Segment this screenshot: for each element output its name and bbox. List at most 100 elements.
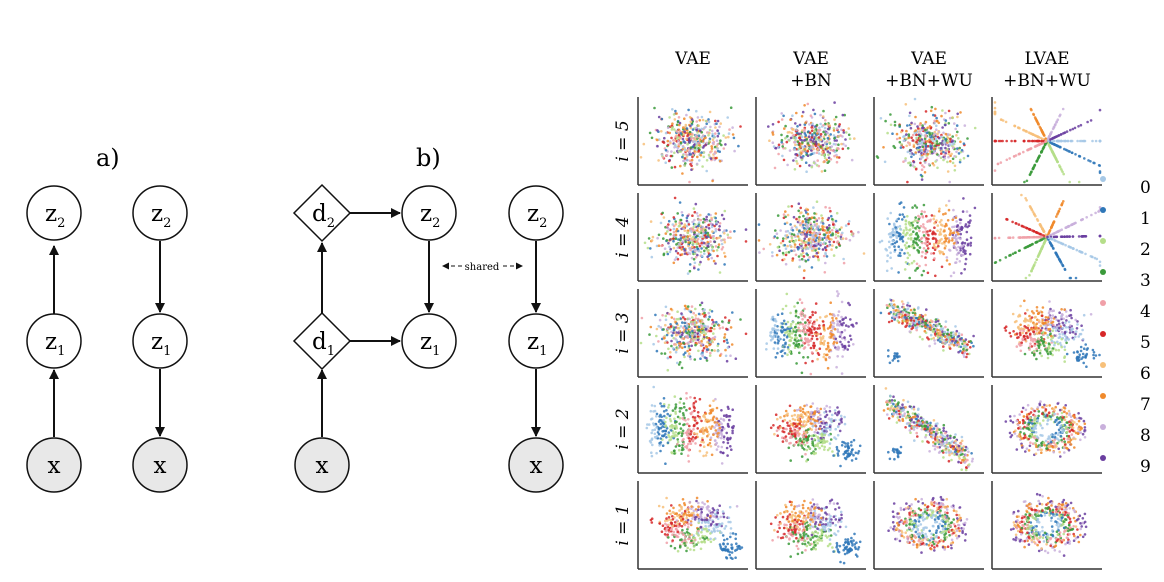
- scatter-point: [938, 331, 942, 335]
- scatter-point: [883, 160, 887, 164]
- scatter-point: [789, 223, 792, 226]
- scatter-point: [790, 336, 794, 340]
- scatter-point: [909, 164, 912, 167]
- scatter-point: [912, 145, 916, 148]
- scatter-point: [793, 346, 797, 350]
- scatter-point: [781, 142, 785, 146]
- scatter-point: [700, 247, 703, 250]
- scatter-point: [907, 263, 911, 266]
- scatter-point: [847, 222, 850, 226]
- scatter-point: [846, 147, 850, 150]
- scatter-point: [688, 132, 692, 136]
- scatter-point: [936, 319, 940, 323]
- scatter-point: [1017, 315, 1020, 318]
- scatter-point: [809, 233, 812, 237]
- scatter-point: [690, 168, 693, 171]
- scatter-point: [677, 363, 681, 366]
- scatter-point: [906, 141, 910, 144]
- scatter-point: [669, 247, 672, 251]
- scatter-point: [1086, 347, 1089, 350]
- scatter-point: [802, 347, 806, 350]
- scatter-point: [794, 309, 798, 313]
- scatter-point: [813, 112, 817, 116]
- scatter-point: [1050, 321, 1053, 325]
- scatter-point: [957, 343, 961, 346]
- scatter-point: [718, 236, 721, 239]
- scatter-point: [844, 224, 848, 227]
- scatter-point: [798, 258, 802, 262]
- scatter-point: [773, 341, 777, 344]
- scatter-point: [906, 215, 909, 218]
- scatter-point: [776, 313, 780, 317]
- scatter-point: [798, 164, 802, 168]
- scatter-point: [678, 246, 682, 249]
- scatter-point: [806, 154, 810, 157]
- scatter-point: [776, 325, 779, 328]
- scatter-point: [707, 227, 711, 230]
- scatter-point: [1057, 229, 1061, 233]
- scatter-point: [1098, 260, 1102, 264]
- scatter-point: [1035, 258, 1038, 261]
- scatter-point: [925, 157, 929, 160]
- scatter-point: [1027, 236, 1031, 239]
- scatter-points: [643, 196, 748, 275]
- scatter-point: [693, 246, 696, 249]
- scatter-point: [826, 131, 829, 135]
- scatter-point: [680, 312, 683, 315]
- scatter-point: [793, 243, 797, 246]
- scatter-point: [780, 349, 784, 353]
- scatter-point: [921, 126, 924, 130]
- scatter-point: [688, 159, 692, 162]
- scatter-point: [817, 143, 820, 146]
- row-header: i = 2: [613, 408, 633, 449]
- scatter-point: [807, 333, 811, 337]
- scatter-point: [715, 320, 718, 324]
- scatter-point: [656, 236, 659, 240]
- scatter-point: [936, 324, 939, 327]
- scatter-point: [1038, 125, 1042, 129]
- scatter-point: [1054, 329, 1058, 332]
- scatter-point: [921, 320, 924, 323]
- scatter-point: [1084, 343, 1087, 346]
- scatter-point: [781, 154, 784, 158]
- scatter-point: [1046, 316, 1050, 319]
- scatter-point: [896, 315, 899, 319]
- scatter-point: [959, 221, 962, 225]
- scatter-point: [791, 259, 794, 262]
- scatter-point: [1056, 340, 1059, 344]
- scatter-point: [815, 227, 818, 231]
- scatter-point: [715, 249, 719, 252]
- scatter-point: [895, 236, 899, 240]
- scatter-point: [713, 224, 716, 228]
- scatter-point: [664, 318, 668, 322]
- scatter-point: [962, 253, 965, 257]
- scatter-point: [827, 244, 831, 248]
- scatter-point: [967, 220, 970, 224]
- scatter-point: [696, 253, 699, 257]
- scatter-point: [930, 105, 934, 109]
- scatter-point: [666, 331, 670, 335]
- scatter-point: [695, 148, 698, 151]
- scatter-point: [780, 133, 783, 137]
- scatter-point: [1098, 171, 1102, 175]
- scatter-point: [696, 317, 700, 321]
- scatter-point: [816, 225, 819, 228]
- scatter-point: [960, 245, 963, 248]
- scatter-point: [799, 253, 803, 256]
- scatter-point: [902, 215, 906, 219]
- scatter-point: [1064, 321, 1067, 325]
- scatter-point: [703, 315, 706, 318]
- scatter-points: [767, 101, 856, 173]
- scatter-point: [913, 219, 917, 222]
- scatter-point: [667, 227, 671, 231]
- scatter-point: [1017, 325, 1020, 329]
- scatter-point: [892, 305, 895, 309]
- scatter-point: [1017, 236, 1020, 239]
- scatter-point: [914, 151, 917, 154]
- scatter-point: [841, 113, 845, 117]
- scatter-point: [1047, 342, 1051, 345]
- scatter-point: [1089, 254, 1093, 258]
- scatter-point: [909, 322, 912, 326]
- scatter-point: [771, 123, 775, 126]
- scatter-point: [954, 246, 957, 250]
